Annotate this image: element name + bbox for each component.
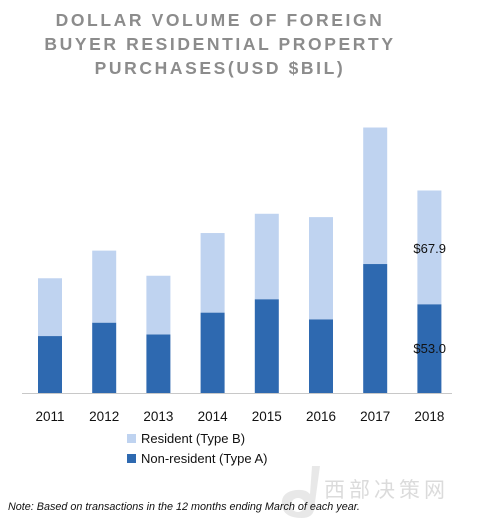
- bar-resident: [417, 190, 442, 305]
- bar-non-resident: [417, 304, 442, 393]
- x-tick-label: 2013: [143, 409, 173, 424]
- title-line: PURCHASES(USD $BIL): [94, 58, 346, 78]
- bar-resident: [363, 127, 388, 265]
- legend-label: Resident (Type B): [141, 431, 245, 446]
- x-tick-label: 2011: [35, 409, 64, 424]
- data-label: $53.0: [413, 341, 446, 356]
- bar-resident: [200, 233, 225, 313]
- x-tick-label: 2014: [198, 409, 229, 424]
- bar-resident: [309, 217, 333, 320]
- title-line: BUYER RESIDENTIAL PROPERTY: [44, 34, 396, 54]
- x-tick-label: 2017: [360, 409, 390, 424]
- chart-title: DOLLAR VOLUME OF FOREIGN BUYER RESIDENTI…: [0, 8, 440, 80]
- watermark-logo-icon: [281, 466, 320, 518]
- bar-resident: [38, 278, 62, 337]
- data-label: $67.9: [413, 241, 446, 256]
- legend-swatch: [127, 454, 136, 463]
- bar-non-resident: [309, 319, 333, 393]
- x-tick-label: 2018: [414, 409, 444, 424]
- bar-non-resident: [146, 334, 171, 393]
- bar-non-resident: [92, 322, 117, 393]
- x-tick-label: 2016: [306, 409, 336, 424]
- title-line: DOLLAR VOLUME OF FOREIGN: [55, 10, 385, 30]
- x-tick-label: 2015: [252, 409, 282, 424]
- bar-resident: [146, 275, 171, 335]
- watermark-text: 西部决策网: [324, 478, 449, 502]
- stacked-bar-chart: 2011 2012 2013 2014 2015 2016 2017 2018 $67.9 $53…: [22, 127, 452, 466]
- bar-non-resident: [200, 312, 225, 393]
- bar-non-resident: [254, 299, 279, 393]
- bar-resident: [254, 213, 279, 300]
- x-tick-label: 2012: [89, 409, 119, 424]
- bar-resident: [92, 250, 117, 323]
- legend-swatch: [127, 434, 136, 443]
- bar-non-resident: [38, 336, 62, 393]
- footnote: Note: Based on transactions in the 12 mo…: [8, 501, 360, 513]
- legend-label: Non-resident (Type A): [141, 451, 267, 466]
- bar-non-resident: [363, 264, 388, 393]
